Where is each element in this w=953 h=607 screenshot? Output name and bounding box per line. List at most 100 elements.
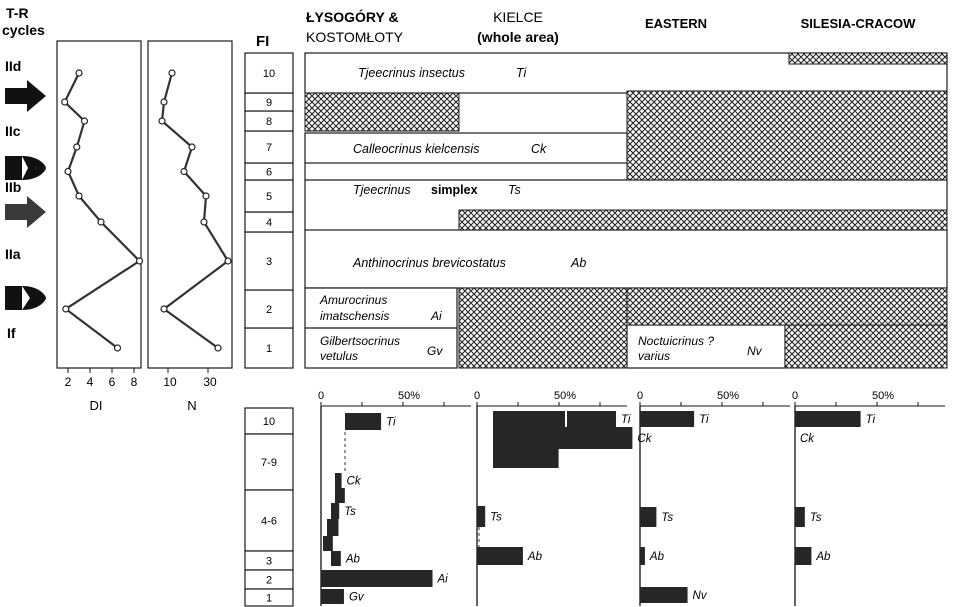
taxon-ab-code: Ab	[570, 256, 586, 270]
di-point	[75, 192, 83, 200]
bar-label: Ts	[490, 512, 502, 524]
fi-level-label: 10	[263, 68, 275, 80]
bar	[795, 547, 812, 565]
bar-panel: 0 50% Ti Ts Ab	[792, 390, 945, 606]
di-point	[135, 257, 144, 265]
bar-label: Ti	[386, 417, 396, 429]
taxon-ck-code: Ck	[531, 142, 547, 156]
bar-extra-label: Ck	[800, 433, 815, 445]
fi-group-label: 7-9	[261, 457, 277, 469]
range-box-ck	[304, 132, 628, 164]
region-header-eastern: EASTERN	[645, 16, 707, 31]
fi-level-label: 2	[266, 304, 272, 316]
di-axis-label: DI	[90, 398, 103, 413]
fi-group-label: 1	[266, 593, 272, 605]
di-axis: 2 4 6 8 DI	[65, 368, 138, 413]
bar-tick-label: 0	[318, 390, 324, 402]
fi-group-label: 10	[263, 416, 275, 428]
cycle-label-iib: IIb	[5, 179, 21, 195]
half-moon-icon	[5, 286, 46, 310]
tr-title-line2: cycles	[2, 22, 45, 38]
taxon-ti-name: Tjeecrinus insectus	[358, 66, 465, 80]
di-point	[64, 167, 72, 176]
bar-tick-label: 50%	[717, 390, 739, 402]
fi-group-label: 2	[266, 575, 272, 587]
taxon-ts-name-a: Tjeecrinus	[353, 183, 411, 197]
taxon-nv-name-2: varius	[638, 349, 670, 363]
di-tick: 2	[65, 375, 72, 389]
hatch-silesia-1	[784, 324, 948, 369]
cycle-label-iid: IId	[5, 58, 21, 74]
hatch-east-silesia-2	[626, 287, 948, 326]
fi-level-box	[244, 52, 294, 94]
di-tick: 6	[109, 375, 116, 389]
n-tick: 30	[203, 375, 217, 389]
fi-level-box	[244, 289, 294, 329]
bar-divider	[565, 411, 567, 427]
bar	[327, 519, 339, 536]
n-point	[224, 257, 232, 265]
region-header-kielce: KIELCE	[493, 9, 543, 25]
bar	[795, 411, 861, 427]
range-box-ab	[304, 229, 948, 289]
taxon-ai-code: Ai	[430, 309, 442, 323]
cycle-label-if: If	[7, 325, 16, 341]
fi-level-label: 7	[266, 142, 272, 154]
bar-label: Ab	[345, 554, 361, 566]
range-chart: Tjeecrinus insectus Ti Calleocrinus kiel…	[304, 52, 948, 369]
hatch-level-4	[458, 209, 948, 231]
arrow-right-icon	[5, 80, 46, 112]
bar	[345, 413, 382, 430]
bar-tick-label: 50%	[872, 390, 894, 402]
n-point	[202, 192, 210, 200]
bar-panel: 0 50% Ti Ck Ts Ab Ai Gv	[318, 390, 471, 606]
region-header-lysogory-2: KOSTOMŁOTY	[306, 29, 404, 45]
n-point	[168, 69, 176, 77]
bar-label: Ts	[344, 506, 356, 518]
fi-level-box	[244, 130, 294, 164]
fi-group-box	[244, 489, 294, 552]
taxon-ab-name: Anthinocrinus brevicostatus	[352, 256, 506, 270]
fi-group-box	[244, 433, 294, 491]
bar	[323, 536, 333, 551]
n-point	[160, 98, 168, 106]
fi-level-label: 3	[266, 256, 272, 268]
bar-label: Ck	[637, 433, 652, 445]
fi-group-box	[244, 407, 294, 435]
bar-label: Ab	[815, 551, 831, 563]
bar	[640, 411, 695, 427]
bar	[477, 547, 523, 565]
di-line	[63, 72, 142, 349]
n-axis: 10 30 N	[163, 368, 217, 413]
fi-level-label: 6	[266, 167, 272, 179]
n-point	[160, 305, 168, 313]
fi-group-label: 4-6	[261, 516, 277, 528]
cycle-label-iia: IIa	[5, 246, 21, 262]
bar-label: Ab	[527, 551, 543, 563]
di-point	[113, 344, 122, 352]
fi-group-label: 3	[266, 556, 272, 568]
bar-label: Ts	[810, 512, 822, 524]
fi-level-box	[244, 231, 294, 291]
bar	[493, 411, 616, 427]
taxon-ti-code: Ti	[516, 66, 528, 80]
bar-label: Nv	[693, 590, 708, 602]
bar-label: Ti	[866, 414, 876, 426]
region-header-lysogory: ŁYSOGÓRY &	[306, 8, 399, 25]
taxon-ts-name-b: simplex	[431, 183, 478, 197]
di-point	[73, 143, 81, 151]
fi-header: FI	[256, 33, 269, 50]
di-point	[80, 117, 89, 125]
taxon-nv-code: Nv	[747, 344, 763, 358]
di-series	[61, 69, 144, 352]
di-plot-frame	[56, 40, 142, 369]
bar-tick-label: 0	[474, 390, 480, 402]
n-axis-label: N	[187, 398, 196, 413]
bar-tick-label: 50%	[554, 390, 576, 402]
fi-level-label: 9	[266, 97, 272, 109]
bar-label: Ai	[437, 574, 449, 586]
fi-level-box	[244, 179, 294, 213]
bar	[477, 506, 486, 527]
bar	[493, 449, 559, 468]
